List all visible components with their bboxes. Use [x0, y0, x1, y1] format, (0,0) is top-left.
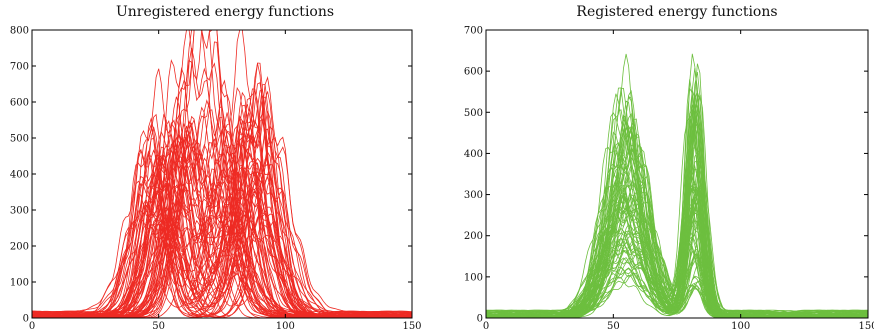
x-tick-label: 50 — [152, 321, 165, 332]
y-tick-label: 500 — [464, 108, 483, 119]
y-tick-label: 800 — [10, 26, 29, 37]
y-tick-label: 400 — [464, 149, 483, 160]
y-tick-label: 100 — [464, 272, 483, 283]
chart-title-unregistered: Unregistered energy functions — [116, 4, 334, 20]
x-tick-label: 0 — [29, 321, 35, 332]
x-tick-label: 150 — [402, 321, 421, 332]
series-line — [485, 110, 869, 319]
chart-unregistered: Unregistered energy functions 0 50 100 1500… — [10, 4, 422, 332]
y-tick-label: 0 — [477, 314, 483, 325]
x-tick-label: 100 — [276, 321, 295, 332]
series-line — [31, 91, 413, 319]
chart-registered: Registered energy functions 0 50 100 150 0 10… — [464, 4, 874, 332]
y-tick-label: 600 — [464, 67, 483, 78]
plot-frame — [485, 29, 869, 319]
y-tick-label: 700 — [10, 62, 29, 73]
series-line — [486, 118, 868, 319]
series-line — [485, 118, 869, 319]
axes-registered: 0 50 100 150 0 100 200 300 400 500 600 700 — [464, 26, 874, 333]
series-line — [486, 118, 868, 319]
chart-title-registered: Registered energy functions — [576, 4, 777, 20]
y-tick-label: 600 — [10, 98, 29, 109]
axes-unregistered: 0 50 100 150 0 100 200 300 400 500 600 700 800 — [10, 26, 422, 333]
series-line — [486, 120, 869, 319]
y-tick-label: 300 — [464, 190, 483, 201]
series-lines-unregistered — [31, 29, 413, 319]
series-lines-registered — [485, 53, 869, 319]
y-tick-label: 400 — [10, 170, 29, 181]
series-line — [485, 114, 869, 319]
y-tick-label: 300 — [10, 206, 29, 217]
y-tick-label: 700 — [464, 26, 483, 37]
y-tick-label: 200 — [10, 242, 29, 253]
x-tick-label: 150 — [858, 321, 874, 332]
x-tick-label: 0 — [483, 321, 489, 332]
y-tick-label: 500 — [10, 134, 29, 145]
x-tick-label: 100 — [731, 321, 750, 332]
x-tick-label: 50 — [607, 321, 620, 332]
y-tick-label: 200 — [464, 231, 483, 242]
y-tick-label: 0 — [23, 314, 29, 325]
series-line — [31, 144, 413, 319]
y-tick-label: 100 — [10, 278, 29, 289]
